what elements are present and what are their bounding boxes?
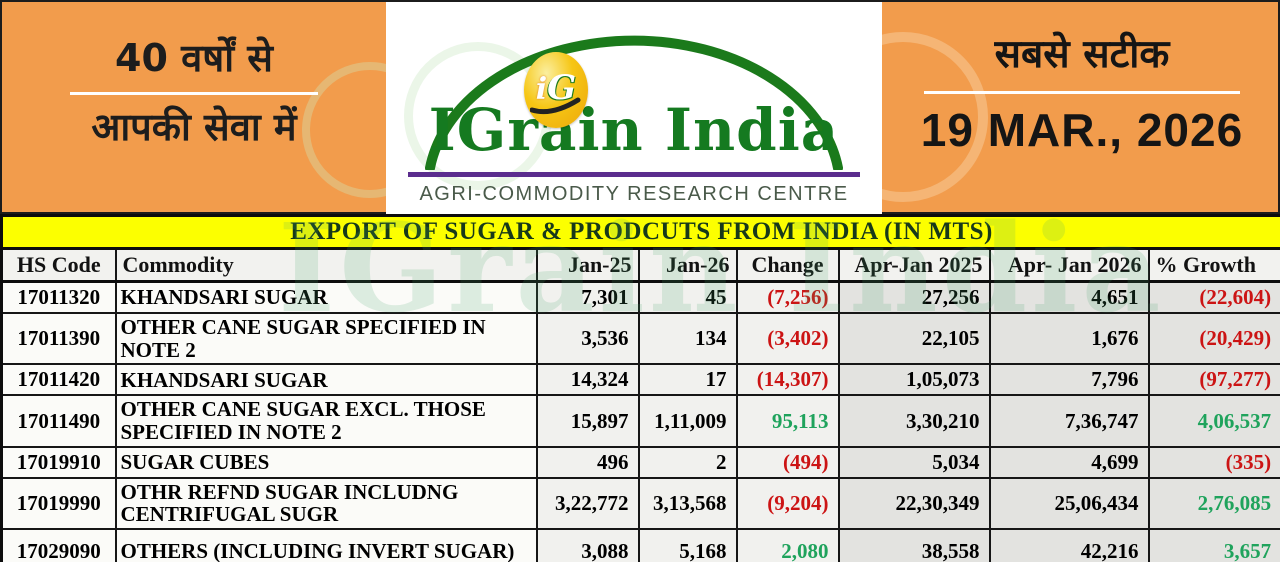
report-date: 19 MAR., 2026 (920, 103, 1244, 156)
cell-change: (9,204) (735, 476, 840, 531)
table-title: EXPORT OF SUGAR & PRODCUTS FROM INDIA (I… (0, 214, 1280, 250)
cell-apr-jan-2025: 5,034 (837, 445, 991, 479)
left-tagline-line1: 40 वर्षों से (115, 36, 273, 80)
cell-apr-jan-2025: 3,30,210 (837, 394, 991, 448)
cell-change: 2,080 (735, 528, 840, 562)
ig-monogram-icon: iG (524, 52, 588, 128)
cell-jan26: 5,168 (637, 528, 738, 562)
cell-growth: (22,604) (1147, 280, 1280, 314)
masthead-banner: 40 वर्षों से आपकी सेवा में iG IGrain Ind… (0, 0, 1280, 214)
table-row: 17011320 KHANDSARI SUGAR 7,301 45 (7,256… (0, 280, 1280, 314)
left-tagline-divider (70, 91, 318, 95)
table-title-row: EXPORT OF SUGAR & PRODCUTS FROM INDIA (I… (0, 214, 1280, 250)
column-header-hs-code: HS Code (0, 247, 117, 283)
cell-hs-code: 17011490 (0, 394, 117, 448)
cell-growth: 2,76,085 (1147, 476, 1280, 531)
table-row: 17019990 OTHR REFND SUGAR INCLUDNG CENTR… (0, 476, 1280, 531)
cell-hs-code: 17029090 (0, 528, 117, 562)
brand-tagline: AGRI-COMMODITY RESEARCH CENTRE (419, 183, 849, 205)
cell-commodity: KHANDSARI SUGAR (114, 280, 538, 314)
cell-apr-jan-2025: 22,30,349 (837, 476, 991, 531)
monogram-swoosh-icon (530, 97, 581, 115)
cell-apr-jan-2026: 4,651 (988, 280, 1150, 314)
cell-jan25: 3,088 (535, 528, 640, 562)
cell-growth: 3,657 (1147, 528, 1280, 562)
cell-jan26: 134 (637, 311, 738, 366)
cell-change: 95,113 (735, 394, 840, 448)
cell-jan25: 15,897 (535, 394, 640, 448)
cell-jan26: 17 (637, 363, 738, 397)
arch-icon (425, 35, 843, 170)
column-header-growth: % Growth (1147, 247, 1280, 283)
cell-growth: 4,06,537 (1147, 394, 1280, 448)
cell-apr-jan-2025: 38,558 (837, 528, 991, 562)
left-tagline-block: 40 वर्षों से आपकी सेवा में (16, 36, 372, 150)
column-header-commodity: Commodity (114, 247, 538, 283)
cell-change: (3,402) (735, 311, 840, 366)
table-row: 17019910 SUGAR CUBES 496 2 (494) 5,034 4… (0, 445, 1280, 479)
cell-apr-jan-2026: 1,676 (988, 311, 1150, 366)
cell-commodity: OTHER CANE SUGAR EXCL. THOSE SPECIFIED I… (114, 394, 538, 448)
cell-growth: (335) (1147, 445, 1280, 479)
table-row: 17011490 OTHER CANE SUGAR EXCL. THOSE SP… (0, 394, 1280, 448)
logo-panel: iG IGrain India AGRI-COMMODITY RESEARCH … (386, 2, 882, 214)
cell-jan25: 14,324 (535, 363, 640, 397)
cell-apr-jan-2025: 22,105 (837, 311, 991, 366)
cell-hs-code: 17011420 (0, 363, 117, 397)
cell-apr-jan-2026: 7,36,747 (988, 394, 1150, 448)
cell-jan25: 7,301 (535, 280, 640, 314)
cell-apr-jan-2025: 1,05,073 (837, 363, 991, 397)
cell-jan26: 3,13,568 (637, 476, 738, 531)
cell-jan26: 1,11,009 (637, 394, 738, 448)
cell-apr-jan-2026: 42,216 (988, 528, 1150, 562)
cell-commodity: SUGAR CUBES (114, 445, 538, 479)
cell-apr-jan-2026: 4,699 (988, 445, 1150, 479)
cell-commodity: OTHR REFND SUGAR INCLUDNG CENTRIFUGAL SU… (114, 476, 538, 531)
cell-commodity: OTHERS (INCLUDING INVERT SUGAR) (114, 528, 538, 562)
table-row: 17011420 KHANDSARI SUGAR 14,324 17 (14,3… (0, 363, 1280, 397)
column-header-jan26: Jan-26 (637, 247, 738, 283)
cell-growth: (97,277) (1147, 363, 1280, 397)
cell-apr-jan-2026: 7,796 (988, 363, 1150, 397)
column-header-apr-jan-2026: Apr- Jan 2026 (988, 247, 1150, 283)
cell-jan25: 3,22,772 (535, 476, 640, 531)
cell-commodity: OTHER CANE SUGAR SPECIFIED IN NOTE 2 (114, 311, 538, 366)
table-row: 17029090 OTHERS (INCLUDING INVERT SUGAR)… (0, 528, 1280, 562)
table-row: 17011390 OTHER CANE SUGAR SPECIFIED IN N… (0, 311, 1280, 366)
column-header-jan25: Jan-25 (535, 247, 640, 283)
cell-hs-code: 17011390 (0, 311, 117, 366)
cell-jan26: 45 (637, 280, 738, 314)
right-info-block: सबसे सटीक 19 MAR., 2026 (898, 32, 1266, 157)
column-header-change: Change (735, 247, 840, 283)
monogram-i: i (535, 72, 548, 107)
cell-change: (494) (735, 445, 840, 479)
brand-underline (408, 172, 860, 177)
right-tagline: सबसे सटीक (994, 32, 1170, 77)
cell-jan25: 496 (535, 445, 640, 479)
cell-hs-code: 17011320 (0, 280, 117, 314)
cell-commodity: KHANDSARI SUGAR (114, 363, 538, 397)
cell-apr-jan-2026: 25,06,434 (988, 476, 1150, 531)
brand-name: IGrain India (428, 96, 840, 164)
cell-apr-jan-2025: 27,256 (837, 280, 991, 314)
right-divider (924, 90, 1240, 94)
cell-hs-code: 17019910 (0, 445, 117, 479)
cell-change: (14,307) (735, 363, 840, 397)
column-header-apr-jan-2025: Apr-Jan 2025 (837, 247, 991, 283)
cell-change: (7,256) (735, 280, 840, 314)
left-tagline-line2: आपकी सेवा में (91, 104, 297, 149)
cell-jan25: 3,536 (535, 311, 640, 366)
cell-jan26: 2 (637, 445, 738, 479)
table-header-row: HS Code Commodity Jan-25 Jan-26 Change A… (0, 247, 1280, 283)
cell-growth: (20,429) (1147, 311, 1280, 366)
cell-hs-code: 17019990 (0, 476, 117, 531)
export-table: EXPORT OF SUGAR & PRODCUTS FROM INDIA (I… (0, 214, 1280, 562)
